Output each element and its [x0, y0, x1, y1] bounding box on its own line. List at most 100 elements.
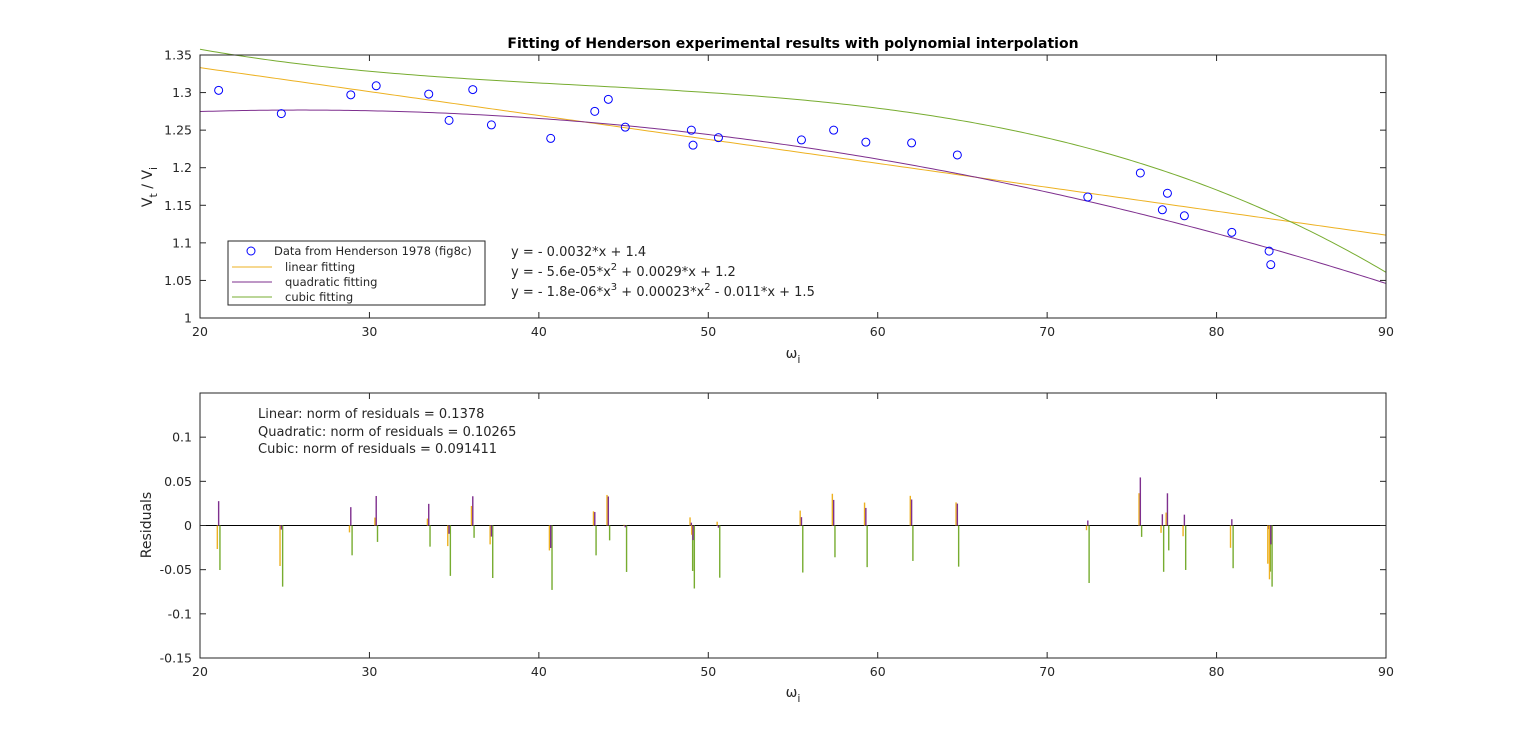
data-point: [214, 85, 224, 95]
quadratic-residual-bar: [1183, 514, 1186, 526]
x-tick-label: 70: [1039, 324, 1055, 339]
x-tick-label: 60: [870, 324, 886, 339]
cubic-residual-bar: [1271, 525, 1273, 587]
x-tick-label: 80: [1209, 324, 1225, 339]
y-tick-label: 1.35: [164, 48, 192, 63]
quadratic-residual-bar: [692, 525, 694, 541]
data-point: [603, 94, 613, 104]
data-point: [1135, 168, 1145, 178]
legend-label-linear: linear fitting: [285, 260, 355, 274]
cubic-residual-bar: [1232, 525, 1234, 569]
linear-fit-curve: [199, 67, 1387, 236]
linear-residual-bar: [374, 517, 376, 526]
linear-residual-bar: [1085, 525, 1088, 531]
cubic-residual-bar: [1162, 525, 1165, 572]
y-tick-label: 1.1: [172, 235, 192, 250]
data-point: [861, 137, 871, 147]
residual-bars: [216, 477, 1273, 590]
quadratic-residual-bar: [490, 525, 493, 537]
quadratic-residual-bar: [1139, 477, 1142, 526]
fit-curves: [199, 48, 1387, 284]
fit-plot-xlabel: ωi: [786, 346, 801, 366]
cubic-residual-bar: [429, 525, 431, 547]
data-point: [1083, 192, 1093, 202]
fit-plot-y-ticks: 1 1.05 1.1 1.15 1.2 1.25 1.3 1.35: [164, 48, 1386, 326]
residuals-ylabel: Residuals: [139, 492, 155, 558]
y-tick-label: 0.05: [164, 474, 192, 489]
quadratic-residual-bar: [280, 525, 283, 530]
cubic-residual-bar: [691, 525, 694, 571]
norm-quadratic: Quadratic: norm of residuals = 0.10265: [258, 425, 516, 440]
legend-label-quadratic: quadratic fitting: [285, 275, 377, 289]
data-point: [907, 138, 917, 148]
data-point: [546, 133, 556, 143]
x-tick-label: 70: [1039, 664, 1055, 679]
cubic-residual-bar: [719, 525, 721, 578]
data-point: [686, 125, 696, 135]
cubic-residual-bar: [1088, 525, 1090, 583]
x-tick-label: 80: [1209, 664, 1225, 679]
x-tick-label: 40: [531, 324, 547, 339]
data-point: [952, 150, 962, 160]
quadratic-residual-bar: [800, 517, 803, 526]
data-point: [590, 106, 600, 116]
cubic-fit-curve: [199, 48, 1387, 273]
y-tick-label: 1.05: [164, 273, 192, 288]
cubic-residual-bar: [219, 525, 221, 571]
linear-residual-bar: [426, 518, 429, 526]
quadratic-fit-curve: [199, 109, 1387, 284]
cubic-residual-bar: [834, 525, 836, 558]
y-tick-label: 0: [184, 518, 192, 533]
data-point: [713, 133, 723, 143]
data-point: [796, 135, 806, 145]
cubic-residual-bar: [912, 525, 914, 561]
linear-residual-bar: [489, 525, 491, 545]
x-tick-label: 90: [1378, 324, 1394, 339]
y-tick-label: 1.25: [164, 123, 192, 138]
linear-residual-bar: [1267, 525, 1269, 564]
data-point: [1179, 211, 1189, 221]
fit-equations: y = - 0.0032*x + 1.4 y = - 5.6e-05*x2 + …: [511, 245, 815, 300]
legend-box: [227, 240, 486, 306]
fit-plot-x-ticks: 20 30 40 50 60 70 80 90: [192, 55, 1394, 339]
cubic-residual-bar: [866, 525, 868, 568]
quadratic-residual-bar: [428, 503, 430, 526]
linear-residual-bar: [1165, 512, 1167, 526]
linear-residual-bar: [1182, 525, 1184, 537]
quadratic-residual-bar: [550, 525, 552, 548]
residuals-plot: 20 30 40 50 60 70 80 90 -0.15-0.1-0.0500.050.1 …: [139, 392, 1394, 705]
data-point: [688, 140, 698, 150]
linear-residual-bar: [689, 517, 691, 526]
fit-plot: 20 30 40 50 60 70 80 90 11.051.11.151.21.251.31…: [140, 36, 1394, 366]
data-point: [620, 122, 630, 132]
quadratic-residual-bar: [624, 525, 626, 528]
data-point: [829, 125, 839, 135]
legend-label-cubic: cubic fitting: [285, 290, 353, 304]
quadratic-residual-bar: [607, 496, 610, 526]
quadratic-residual-bar: [472, 496, 474, 526]
linear-residual-bar: [279, 525, 281, 566]
data-point: [1157, 205, 1167, 215]
linear-residual-bar: [548, 525, 551, 551]
cubic-residual-bar: [802, 525, 804, 573]
linear-residual-bar: [216, 525, 219, 550]
fit-plot-title: Fitting of Henderson experimental result…: [507, 36, 1078, 52]
residuals-xlabel: ωi: [786, 685, 801, 705]
linear-residual-bar: [909, 495, 911, 526]
equation-linear: y = - 0.0032*x + 1.4: [511, 245, 646, 260]
x-tick-label: 30: [361, 324, 377, 339]
x-tick-label: 20: [192, 324, 208, 339]
quadratic-residual-bar: [956, 503, 959, 526]
data-point: [1264, 246, 1274, 256]
linear-residual-bar: [799, 510, 801, 526]
data-point: [346, 90, 356, 100]
data-point: [276, 109, 286, 119]
cubic-residual-bar: [376, 525, 379, 542]
linear-residual-bar: [1138, 493, 1140, 526]
y-tick-label: 1.2: [172, 160, 192, 175]
data-point: [468, 85, 478, 95]
x-tick-label: 30: [361, 664, 377, 679]
cubic-residual-bar: [351, 525, 353, 556]
y-tick-label: 1.15: [164, 198, 192, 213]
cubic-residual-bar: [492, 525, 494, 578]
